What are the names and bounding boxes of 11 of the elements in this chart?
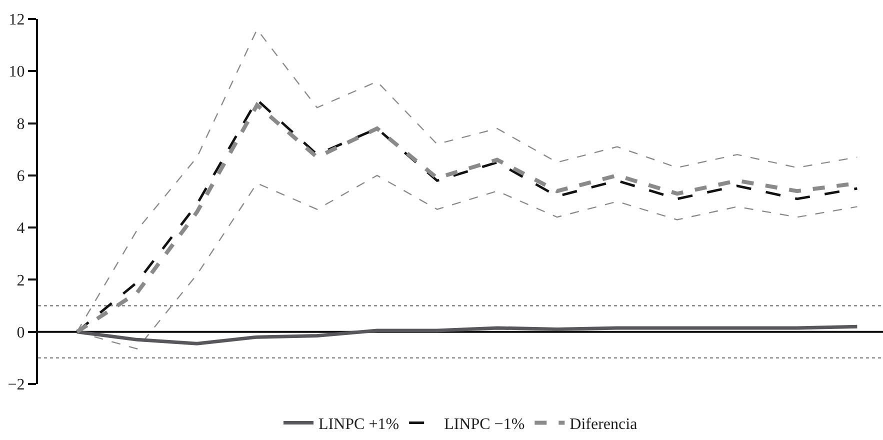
y-tick-label: 10 [8, 64, 25, 81]
y-tick-label: 12 [8, 12, 25, 29]
y-tick-label: 4 [16, 220, 25, 238]
legend-label: LINPC +1% [318, 416, 400, 434]
y-tick-label: 8 [16, 116, 25, 133]
y-tick-label: 2 [16, 272, 25, 290]
legend-label: Diferencia [570, 416, 638, 434]
y-tick-label: 6 [16, 168, 25, 186]
legend-label: LINPC −1% [444, 416, 525, 434]
y-tick-label: −2 [8, 376, 25, 394]
y-tick-label: 0 [16, 324, 25, 342]
